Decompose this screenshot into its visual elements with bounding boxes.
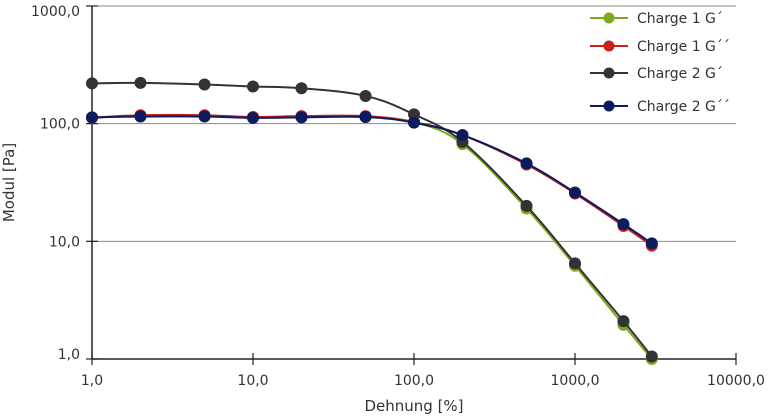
legend-item: Charge 1 G´´ xyxy=(590,39,730,55)
data-point xyxy=(408,116,420,129)
series-group xyxy=(86,76,658,363)
data-point xyxy=(247,111,259,124)
x-tick-label: 10,0 xyxy=(237,373,268,389)
data-point xyxy=(569,186,581,199)
axes: 1,0 10,0 100,0 1000,0 10000,0 1,0 10,0 100,0 100… xyxy=(31,4,765,389)
y-tick-label: 100,0 xyxy=(40,117,80,133)
y-tick-label: 1000,0 xyxy=(31,4,80,20)
x-tick-label: 10000,0 xyxy=(707,373,765,389)
x-axis-title: Dehnung [%] xyxy=(364,397,463,415)
legend-label: Charge 2 G´´ xyxy=(637,99,730,115)
data-point xyxy=(520,199,533,212)
x-tick-label: 1,0 xyxy=(81,373,103,389)
data-point xyxy=(359,110,372,123)
data-point xyxy=(617,315,630,328)
x-tick-label: 1000,0 xyxy=(551,373,600,389)
data-point xyxy=(86,111,98,124)
series-line xyxy=(91,115,653,245)
legend: Charge 1 G´ Charge 1 G´´ Charge 2 G´ Charge… xyxy=(590,11,730,115)
data-point xyxy=(86,77,98,90)
data-point xyxy=(198,78,211,91)
data-point xyxy=(134,110,147,123)
data-point xyxy=(134,76,147,89)
data-point xyxy=(247,80,259,93)
data-point xyxy=(617,218,630,231)
legend-label: Charge 1 G´´ xyxy=(637,39,730,55)
legend-label: Charge 1 G´ xyxy=(637,11,723,27)
x-tick-label: 100,0 xyxy=(394,373,434,389)
legend-swatch-marker xyxy=(603,100,615,112)
data-point xyxy=(359,89,372,102)
legend-swatch-marker xyxy=(603,40,615,52)
data-point xyxy=(520,157,533,170)
data-point xyxy=(295,111,308,124)
series-line xyxy=(91,113,653,247)
legend-item: Charge 2 G´´ xyxy=(590,99,730,115)
series-group xyxy=(86,109,658,252)
series-group xyxy=(86,110,658,250)
legend-swatch-marker xyxy=(603,67,615,79)
data-point xyxy=(645,237,658,250)
data-point xyxy=(569,257,581,270)
legend-item: Charge 1 G´ xyxy=(590,11,723,27)
data-point xyxy=(645,350,658,363)
series-group xyxy=(86,109,658,365)
series-line xyxy=(91,114,653,360)
data-point xyxy=(295,82,308,95)
legend-label: Charge 2 G´ xyxy=(637,66,723,82)
y-tick-label: 10,0 xyxy=(49,234,80,250)
data-point xyxy=(456,129,469,142)
legend-swatch-marker xyxy=(603,12,615,24)
y-tick-label: 1,0 xyxy=(58,347,80,363)
series xyxy=(86,76,658,365)
data-point xyxy=(198,110,211,123)
legend-item: Charge 2 G´ xyxy=(590,66,723,82)
y-axis-title: Modul [Pa] xyxy=(0,143,18,222)
